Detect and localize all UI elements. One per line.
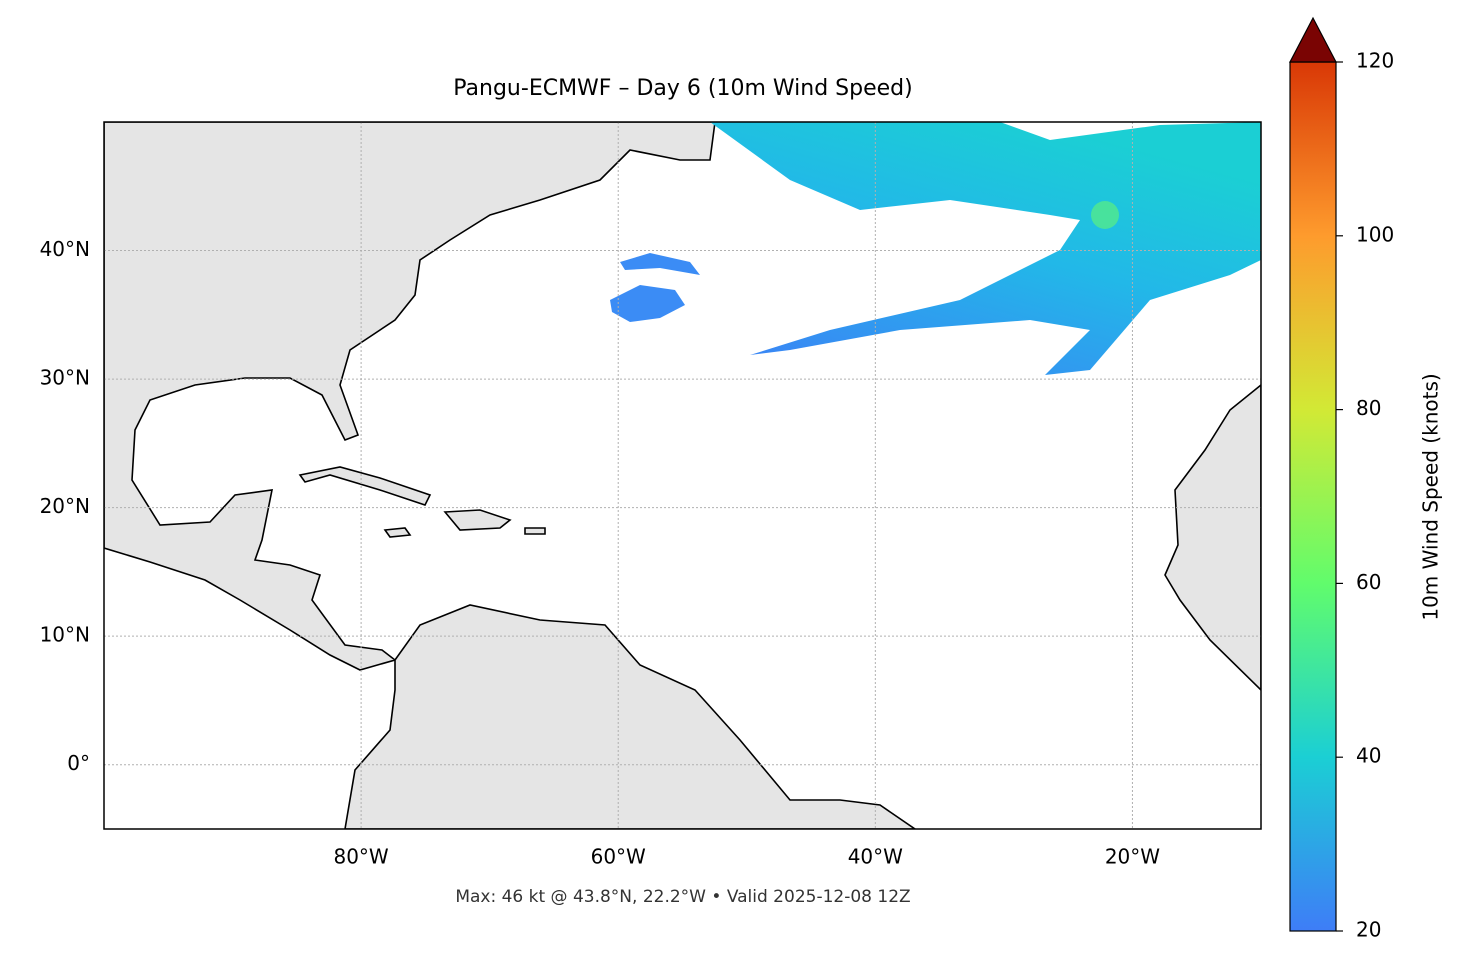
map-frame (103, 121, 1262, 830)
x-tick-label: 60°W (591, 845, 646, 869)
colorbar-tick-label: 60 (1356, 570, 1381, 594)
colorbar-tick-label: 20 (1356, 918, 1381, 942)
puerto-rico (524, 527, 546, 535)
colorbar-tick-label: 40 (1356, 744, 1381, 768)
y-tick-label: 10°N (40, 623, 90, 647)
map (104, 122, 1261, 829)
colorbar-tick-label: 120 (1356, 49, 1394, 73)
y-tick-label: 40°N (40, 237, 90, 261)
colorbar-scale (1289, 61, 1337, 932)
cuba (298, 466, 432, 506)
jamaica (383, 527, 412, 538)
south-america (344, 604, 917, 829)
colorbar-tick-label: 100 (1356, 222, 1394, 246)
x-tick-label: 40°W (848, 845, 903, 869)
hispaniola (443, 509, 512, 531)
wind-field (610, 285, 685, 322)
x-tick-label: 80°W (333, 845, 388, 869)
africa (1164, 383, 1261, 692)
colorbar-label: 10m Wind Speed (knots) (1419, 373, 1443, 620)
wind-max (1091, 201, 1119, 229)
wind-field (710, 122, 1261, 375)
grid (104, 122, 1261, 829)
y-tick-label: 30°N (40, 366, 90, 390)
colorbar-tick-label: 80 (1356, 396, 1381, 420)
wind-field (620, 253, 700, 275)
north-america (104, 122, 716, 671)
chart-title: Pangu-ECMWF – Day 6 (10m Wind Speed) (453, 76, 912, 101)
y-tick-label: 0° (67, 751, 90, 775)
colorbar: 20 40 60 80 100 120 (1289, 16, 1394, 942)
x-tick-label: 20°W (1105, 845, 1160, 869)
footer: Max: 46 kt @ 43.8°N, 22.2°W • Valid 2025… (455, 887, 910, 907)
colorbar-extend (1289, 16, 1337, 63)
y-tick-label: 20°N (40, 494, 90, 518)
